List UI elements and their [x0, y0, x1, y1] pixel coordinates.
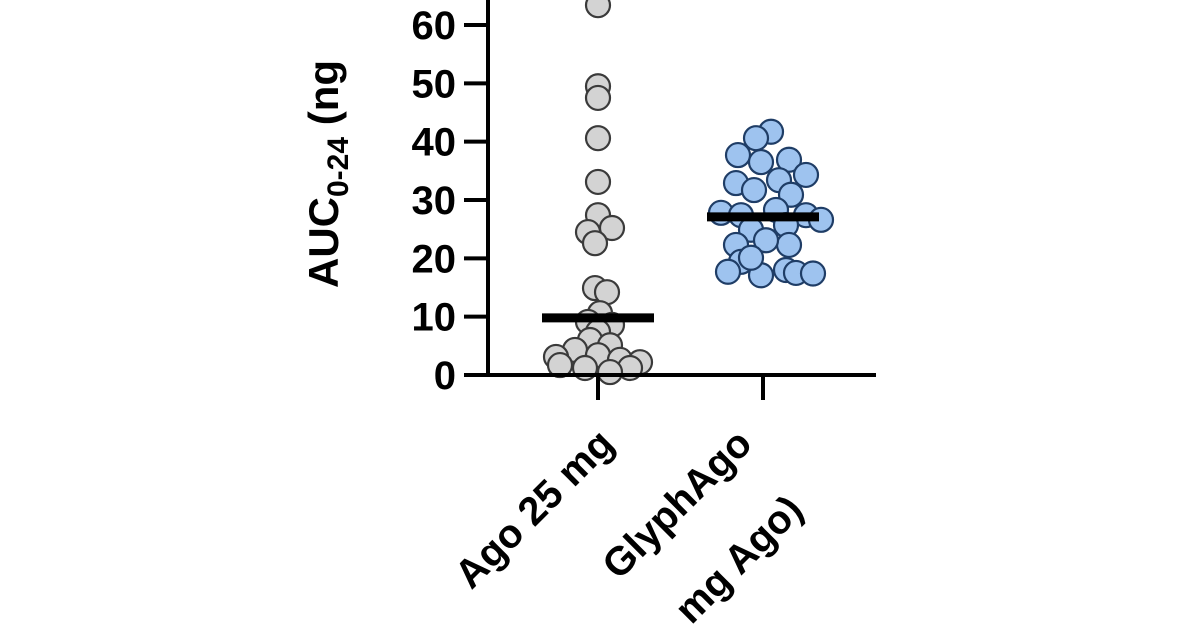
points-layer [542, 0, 835, 386]
y-tick-label: 50 [412, 62, 457, 106]
means-layer [542, 212, 819, 323]
y-axis-label-subscript: 0-24 [322, 137, 355, 197]
y-tick-label: 20 [412, 237, 457, 281]
data-point [724, 141, 752, 169]
data-point [581, 230, 609, 257]
data-point [596, 358, 624, 386]
y-tick-label: 30 [412, 179, 457, 223]
data-point [584, 84, 612, 112]
y-tick-label: 60 [412, 4, 457, 48]
y-axis-label: AUC0-24 (ng [300, 60, 355, 288]
data-point [714, 258, 742, 285]
y-axis-label-main: AUC [300, 197, 347, 288]
y-axis-label-suffix: (ng [300, 60, 347, 137]
y-ticks: 0 10 20 30 40 50 60 [412, 4, 488, 398]
data-point [584, 125, 612, 152]
data-point [792, 161, 820, 189]
y-tick-label: 40 [412, 121, 457, 165]
data-point [799, 260, 827, 287]
x-label-ago-25mg: Ago 25 mg [447, 421, 623, 597]
data-point [775, 231, 803, 259]
data-point [747, 148, 775, 176]
data-point [752, 227, 780, 254]
data-point [737, 244, 765, 271]
data-point [584, 0, 612, 19]
data-point [584, 168, 612, 196]
data-point [740, 176, 768, 204]
data-point [546, 351, 574, 379]
y-tick-label: 10 [412, 296, 457, 340]
y-tick-label: 0 [434, 354, 456, 398]
